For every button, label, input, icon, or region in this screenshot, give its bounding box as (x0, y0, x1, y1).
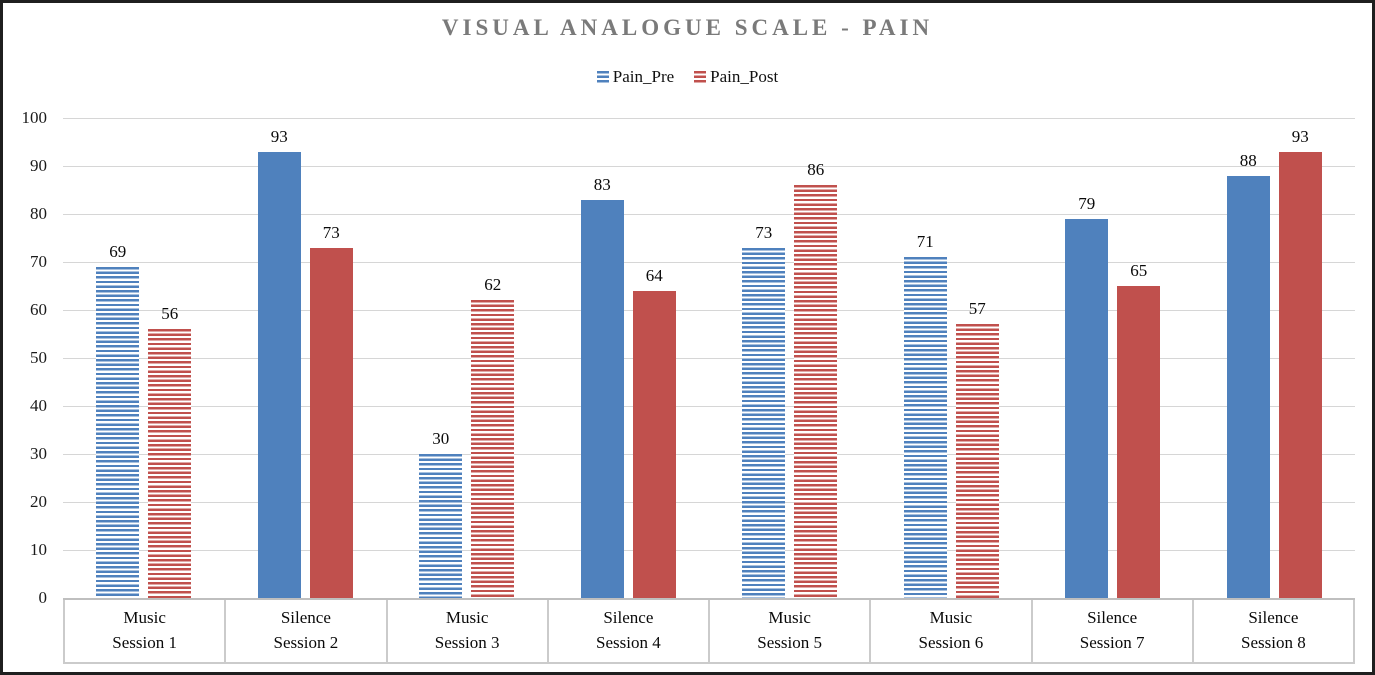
bar-value-label: 57 (968, 299, 986, 319)
category-condition-label: Silence (603, 608, 654, 628)
category-session-label: Session 6 (918, 632, 984, 652)
y-axis-tick-label: 40 (30, 396, 47, 415)
category-condition-label: Music (123, 608, 166, 628)
bar-pain_post: 64 (632, 266, 676, 598)
bar-pain_post: 57 (955, 299, 999, 598)
bar-value-label: 73 (755, 222, 773, 242)
category-session-label: Session 4 (596, 632, 661, 652)
category-cell: Music Session 5 (708, 600, 870, 664)
legend-item-pain-pre: Pain_Pre (596, 67, 675, 87)
y-axis-tick-label: 10 (30, 540, 47, 559)
pain-post-swatch-icon (694, 71, 707, 83)
bar-pain_pre: 69 (96, 242, 140, 598)
category-axis-band: Music Session 1 Silence Session 2 Music Sessi… (63, 598, 1355, 664)
category-cell: Silence Session 2 (224, 600, 386, 664)
category-column: 73 86 (709, 118, 871, 598)
gridline (63, 406, 1355, 407)
category-column: 69 56 (63, 118, 225, 598)
y-axis-tick-label: 90 (30, 156, 47, 175)
bar-pain_post: 93 (1278, 127, 1322, 598)
pain-pre-swatch-icon (596, 71, 609, 83)
category-session-label: Session 7 (1079, 632, 1145, 652)
legend-label-pain-pre: Pain_Pre (612, 67, 675, 86)
gridline (63, 118, 1355, 119)
y-axis-tick-label: 0 (38, 588, 48, 607)
category-cell: Silence Session 4 (546, 600, 708, 664)
category-session-label: Session 5 (757, 632, 822, 652)
category-condition-label: Silence (280, 608, 331, 628)
gridline (63, 550, 1355, 551)
category-column: 79 65 (1032, 118, 1194, 598)
category-condition-label: Music (445, 608, 489, 628)
y-axis-tick-label: 100 (21, 108, 48, 127)
y-axis-tick-label: 20 (30, 492, 47, 511)
bar-value-label: 69 (109, 241, 127, 261)
bar-value-label: 83 (593, 174, 611, 194)
bar-value-label: 56 (161, 304, 179, 324)
bar-pain_pre: 79 (1065, 194, 1109, 598)
gridline (63, 502, 1355, 503)
bar-value-label: 62 (484, 275, 502, 295)
bar-value-label: 93 (270, 126, 288, 146)
bar-pain_pre: 88 (1226, 151, 1270, 598)
y-axis-tick-label: 60 (30, 300, 47, 319)
category-session-label: Session 8 (1241, 632, 1306, 652)
gridline (63, 214, 1355, 215)
category-condition-label: Music (768, 608, 811, 628)
bar-pain_post: 62 (471, 275, 515, 598)
bar-pain_pre: 93 (257, 127, 301, 598)
bar-pain_post: 56 (148, 304, 192, 598)
legend-item-pain-post: Pain_Post (694, 67, 778, 87)
bar-value-label: 30 (432, 429, 450, 448)
gridline (63, 310, 1355, 311)
bar-pain_pre: 71 (903, 232, 947, 598)
bar-value-label: 86 (807, 160, 825, 180)
category-column: 93 73 (225, 118, 387, 598)
bar-pain_post: 65 (1117, 261, 1161, 598)
bar-pain_pre: 30 (419, 429, 463, 598)
category-session-label: Session 1 (112, 632, 177, 652)
chart-legend: Pain_Pre Pain_Post (3, 67, 1372, 87)
bar-value-label: 73 (322, 222, 340, 242)
bar-value-label: 93 (1291, 126, 1309, 146)
bar-pain_pre: 73 (742, 223, 786, 598)
bar-value-label: 65 (1130, 261, 1148, 280)
category-column: 30 62 (386, 118, 548, 598)
bar-pain_pre: 83 (580, 175, 624, 598)
category-cell: Music Session 6 (869, 600, 1031, 664)
category-cell: Silence Session 7 (1030, 600, 1192, 664)
y-axis-tick-label: 80 (30, 204, 47, 223)
category-cell: Silence Session 8 (1191, 600, 1355, 664)
gridline (63, 166, 1355, 167)
category-condition-label: Music (929, 608, 973, 628)
chart-title: VISUAL ANALOGUE SCALE - PAIN (441, 15, 934, 40)
bar-value-label: 64 (645, 265, 663, 285)
category-column: 71 57 (871, 118, 1033, 598)
y-axis-tick-label: 70 (30, 252, 47, 271)
category-condition-label: Silence (1087, 608, 1138, 628)
bar-pain_post: 73 (309, 223, 353, 598)
bar-value-label: 88 (1239, 150, 1257, 170)
gridline (63, 454, 1355, 455)
bar-pain_post: 86 (794, 160, 838, 598)
category-column: 83 64 (548, 118, 710, 598)
category-column: 88 93 (1194, 118, 1356, 598)
y-axis: 0 10 20 30 40 50 60 70 80 90 100 (3, 108, 51, 607)
category-session-label: Session 2 (273, 632, 339, 652)
bar-value-label: 71 (916, 232, 934, 252)
category-cell: Music Session 3 (385, 600, 547, 664)
gridline (63, 262, 1355, 263)
bar-value-label: 79 (1078, 193, 1096, 213)
gridline (63, 358, 1355, 359)
category-cell: Music Session 1 (63, 600, 225, 664)
plot-area: 69 56 93 73 30 62 83 64 73 86 71 57 79 65 88 93 (63, 118, 1355, 598)
y-axis-tick-label: 30 (30, 444, 47, 463)
legend-label-pain-post: Pain_Post (710, 67, 779, 86)
category-condition-label: Silence (1248, 608, 1299, 628)
category-session-label: Session 3 (434, 632, 500, 652)
bars-area: 69 56 93 73 30 62 83 64 73 86 71 57 79 65 88 93 (63, 118, 1355, 598)
y-axis-tick-label: 50 (30, 348, 47, 367)
